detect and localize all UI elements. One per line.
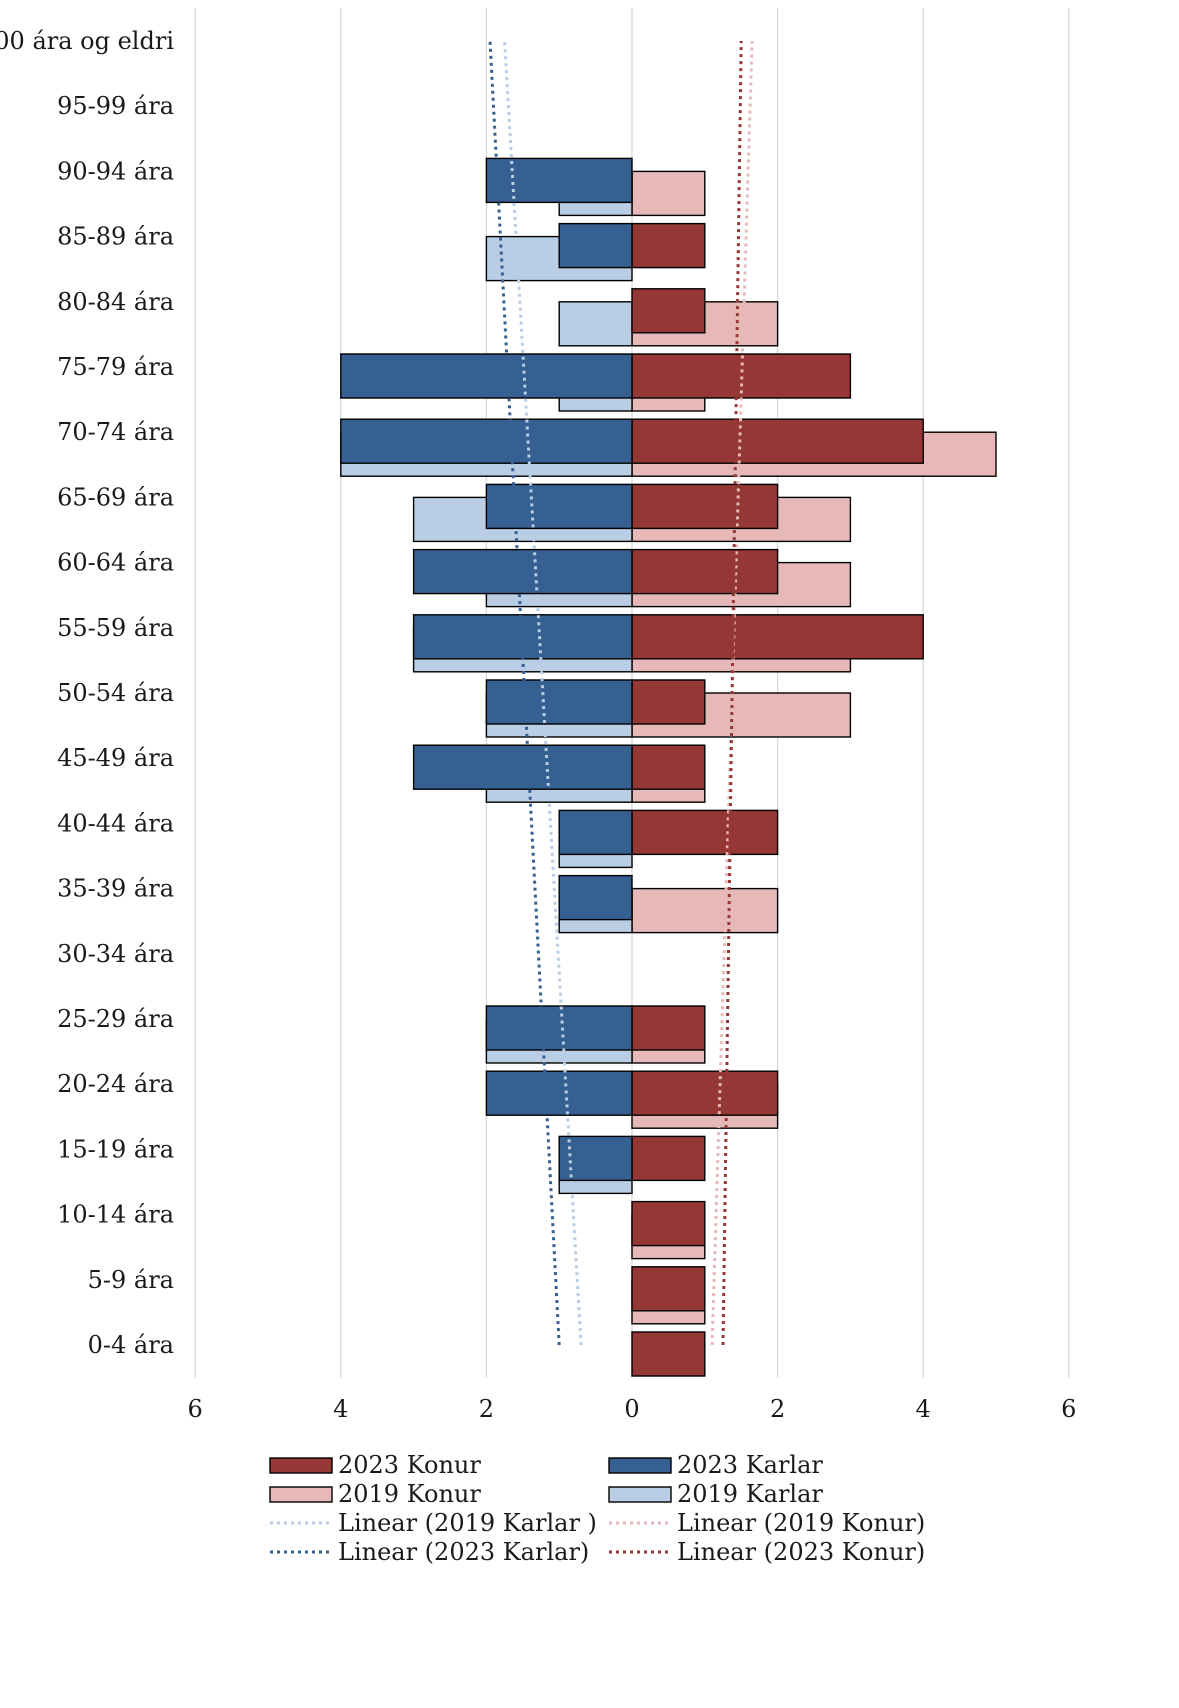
bar-2019-konur-35-39-ra [631, 887, 779, 934]
category-label-45-49-ra: 45-49 ára [57, 744, 174, 772]
bar-2023-karlar-15-19-ra [558, 1135, 633, 1182]
trendlines [488, 40, 754, 1346]
category-label-25-29-ra: 25-29 ára [57, 1005, 174, 1033]
x-axis-ticks: 6 4 2 0 2 4 6 [188, 1395, 1077, 1423]
bar-2023-konur-25-29-ra [631, 1005, 706, 1051]
category-label-10-14-ra: 10-14 ára [57, 1201, 174, 1229]
category-labels: 100 ára og eldri 95-99 ára 90-94 ára 85-89 … [0, 27, 174, 1359]
category-label-15-19-ra: 15-19 ára [57, 1135, 174, 1163]
legend-label-2023-konur: 2023 Konur [338, 1451, 481, 1479]
bar-2023-konur-65-69-ra [631, 483, 779, 530]
bar-2023-konur-5-9-ra [631, 1266, 706, 1312]
bar-2023-konur-70-74-ra [631, 418, 924, 464]
x-tick-label-0: 0 [624, 1395, 639, 1423]
x-tick-label-neg2: 2 [479, 1395, 494, 1423]
category-label-30-34-ra: 30-34 ára [57, 940, 174, 968]
bar-2023-konur-55-59-ra [631, 614, 924, 660]
bar-2023-karlar-75-79-ra [340, 353, 633, 399]
category-label-50-54-ra: 50-54 ára [57, 679, 174, 707]
category-label-65-69-ra: 65-69 ára [57, 483, 174, 511]
bar-2019-konur-90-94-ra [631, 170, 706, 217]
bar-2023-karlar-70-74-ra [340, 418, 633, 464]
legend-label-2019-konur: 2019 Konur [338, 1480, 481, 1508]
bar-2023-konur-15-19-ra [631, 1135, 706, 1182]
category-label-70-74-ra: 70-74 ára [57, 418, 174, 446]
category-label-95-99-ra: 95-99 ára [57, 92, 174, 120]
category-label-40-44-ra: 40-44 ára [57, 809, 174, 837]
bar-2023-karlar-40-44-ra [558, 809, 633, 856]
category-label-35-39-ra: 35-39 ára [57, 875, 174, 903]
legend-label-2019-karlar: 2019 Karlar [677, 1480, 823, 1508]
legend-label-linear-2019-karlar: Linear (2019 Karlar ) [338, 1509, 597, 1537]
bar-2023-karlar-35-39-ra [558, 874, 633, 921]
legend-swatch-2019-konur [269, 1486, 333, 1503]
category-label-85-89-ra: 85-89 ára [57, 223, 174, 251]
category-label-60-64-ra: 60-64 ára [57, 549, 174, 577]
bar-2023-konur-0-4-ra [631, 1331, 706, 1377]
bar-2023-karlar-25-29-ra [485, 1005, 633, 1051]
x-tick-label-6: 6 [1061, 1395, 1076, 1423]
legend: 2023 Konur 2023 Karlar 2019 Konur 2019 Karl… [269, 1451, 925, 1566]
legend-label-2023-karlar: 2023 Karlar [677, 1451, 823, 1479]
trendline-linear-2023-karlar [488, 40, 561, 1346]
category-label-100-ra-og-eldri: 100 ára og eldri [0, 27, 174, 55]
category-label-75-79-ra: 75-79 ára [57, 353, 174, 381]
trendline-linear-2019-karlar [503, 40, 583, 1346]
legend-swatch-2019-karlar [608, 1486, 672, 1503]
bars [340, 157, 997, 1377]
x-tick-label-2: 2 [770, 1395, 785, 1423]
legend-label-linear-2023-konur: Linear (2023 Konur) [677, 1538, 925, 1566]
bar-2023-konur-45-49-ra [631, 744, 706, 790]
trendline-linear-2023-konur [721, 40, 743, 1346]
bar-2023-karlar-65-69-ra [485, 483, 633, 530]
legend-swatch-2023-konur [269, 1457, 333, 1474]
bar-2023-konur-20-24-ra [631, 1070, 779, 1116]
x-tick-label-neg6: 6 [188, 1395, 203, 1423]
bar-2023-karlar-85-89-ra [558, 222, 633, 269]
bar-2023-karlar-50-54-ra [485, 679, 633, 725]
bar-2019-karlar-80-84-ra [558, 301, 633, 347]
bar-2023-konur-50-54-ra [631, 679, 706, 725]
legend-label-linear-2023-karlar: Linear (2023 Karlar) [338, 1538, 589, 1566]
category-label-90-94-ra: 90-94 ára [57, 157, 174, 185]
bar-2023-konur-85-89-ra [631, 222, 706, 269]
category-label-5-9-ra: 5-9 ára [88, 1266, 174, 1294]
bar-2023-karlar-45-49-ra [412, 744, 633, 790]
bar-2023-konur-40-44-ra [631, 809, 779, 856]
bar-2023-karlar-60-64-ra [412, 548, 633, 595]
category-label-20-24-ra: 20-24 ára [57, 1070, 174, 1098]
x-tick-label-neg4: 4 [333, 1395, 348, 1423]
legend-label-linear-2019-konur: Linear (2019 Konur) [677, 1509, 925, 1537]
category-label-80-84-ra: 80-84 ára [57, 288, 174, 316]
bar-2023-konur-60-64-ra [631, 548, 779, 595]
x-tick-label-4: 4 [916, 1395, 931, 1423]
bar-2023-konur-10-14-ra [631, 1200, 706, 1247]
bar-2023-karlar-90-94-ra [485, 157, 633, 204]
bar-2023-konur-80-84-ra [631, 288, 706, 334]
bar-2023-karlar-20-24-ra [485, 1070, 633, 1116]
category-label-0-4-ra: 0-4 ára [88, 1331, 174, 1359]
legend-swatch-2023-karlar [608, 1457, 672, 1474]
category-label-55-59-ra: 55-59 ára [57, 614, 174, 642]
